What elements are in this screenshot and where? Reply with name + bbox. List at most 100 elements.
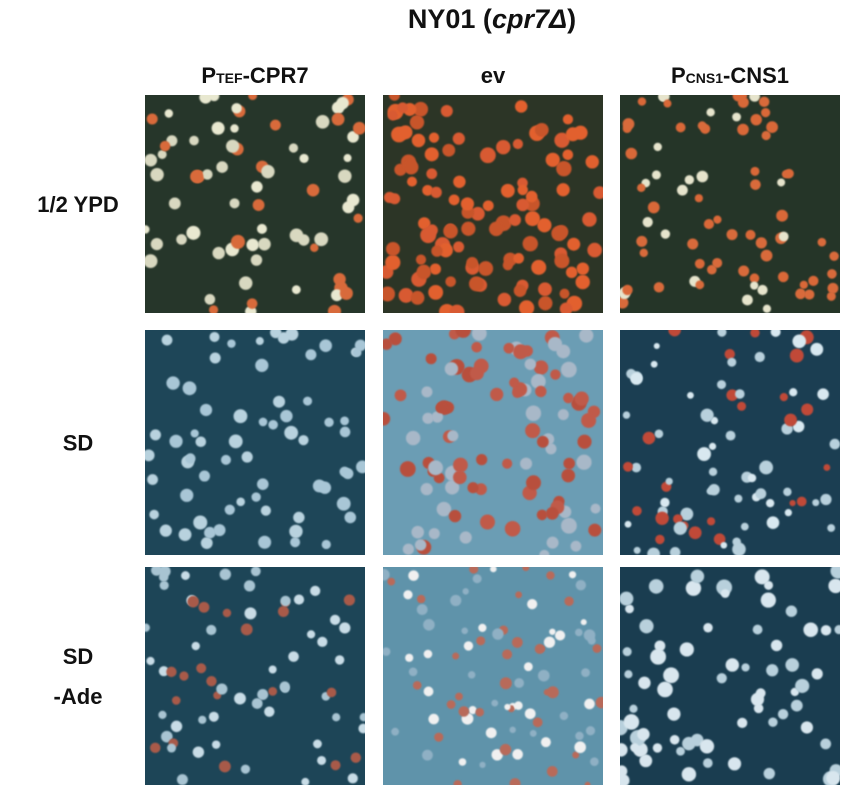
colony xyxy=(445,480,460,495)
colony xyxy=(636,235,648,247)
colony xyxy=(158,666,169,677)
colony xyxy=(657,681,673,698)
colony xyxy=(745,229,756,240)
colony xyxy=(509,726,516,734)
colony xyxy=(145,449,155,462)
colony xyxy=(414,539,427,551)
colony xyxy=(576,262,589,275)
colony xyxy=(699,739,715,754)
colony xyxy=(331,112,345,126)
colony xyxy=(502,260,513,271)
colony xyxy=(575,579,587,591)
colony xyxy=(490,387,504,402)
colony xyxy=(561,517,577,534)
colony xyxy=(725,430,736,441)
colony xyxy=(585,726,596,736)
colony xyxy=(795,288,806,300)
colony xyxy=(230,124,239,133)
colony xyxy=(624,520,632,528)
colony xyxy=(146,113,158,125)
colony xyxy=(270,330,282,339)
colony xyxy=(176,774,188,785)
colony xyxy=(574,391,589,406)
colony xyxy=(446,700,456,709)
colony xyxy=(647,201,660,214)
colony xyxy=(356,460,365,474)
colony xyxy=(638,676,651,690)
colony xyxy=(796,496,807,507)
colony xyxy=(762,304,772,313)
colony xyxy=(620,591,634,606)
colony xyxy=(535,385,547,398)
colony xyxy=(559,288,570,299)
colony xyxy=(471,330,487,341)
colony xyxy=(717,380,727,390)
header-sub: TEF xyxy=(216,70,243,86)
colony xyxy=(639,248,648,258)
colony xyxy=(189,135,199,146)
colony xyxy=(478,261,494,276)
colony xyxy=(190,429,199,438)
colony xyxy=(527,599,538,610)
colony xyxy=(622,647,632,657)
colony xyxy=(277,605,289,617)
colony xyxy=(750,281,759,290)
colony xyxy=(199,403,213,417)
colony xyxy=(336,96,349,110)
colony xyxy=(706,517,716,526)
colony xyxy=(760,592,776,608)
colony xyxy=(459,531,472,544)
colony xyxy=(288,651,299,662)
colony xyxy=(461,627,469,635)
colony xyxy=(739,95,748,100)
colony xyxy=(568,571,577,579)
colony xyxy=(182,381,197,396)
title-close: ) xyxy=(567,4,576,34)
colony xyxy=(334,655,345,665)
colony xyxy=(707,264,717,275)
colony xyxy=(346,193,360,207)
colony xyxy=(582,212,597,227)
colony xyxy=(830,567,840,579)
colony xyxy=(587,636,596,645)
colony xyxy=(317,755,327,765)
colony xyxy=(757,284,768,296)
colony xyxy=(622,411,631,419)
colony xyxy=(436,501,452,517)
colony xyxy=(389,95,400,101)
colony xyxy=(587,242,602,258)
colony xyxy=(209,352,221,364)
colony xyxy=(211,121,225,135)
colony xyxy=(795,678,810,694)
colony xyxy=(665,477,673,485)
colony xyxy=(524,358,537,370)
colony xyxy=(409,115,425,130)
colony xyxy=(526,475,542,491)
colony xyxy=(260,505,271,516)
colony xyxy=(562,114,574,125)
colony xyxy=(491,699,499,707)
colony xyxy=(522,567,530,571)
colony xyxy=(520,457,533,470)
colony xyxy=(208,95,220,102)
colony xyxy=(777,708,789,720)
colony xyxy=(240,764,251,774)
colony xyxy=(759,460,774,475)
colony xyxy=(418,217,431,230)
colony xyxy=(625,147,638,160)
colony xyxy=(554,225,569,239)
colony xyxy=(353,213,363,223)
colony xyxy=(560,361,577,378)
colony xyxy=(258,417,268,427)
colony xyxy=(708,442,717,450)
colony xyxy=(431,245,443,257)
colony xyxy=(735,389,745,399)
colony xyxy=(556,183,570,197)
colony xyxy=(554,132,570,148)
colony xyxy=(453,457,468,473)
colony xyxy=(708,467,718,477)
colony xyxy=(637,728,650,741)
colony xyxy=(580,619,587,626)
